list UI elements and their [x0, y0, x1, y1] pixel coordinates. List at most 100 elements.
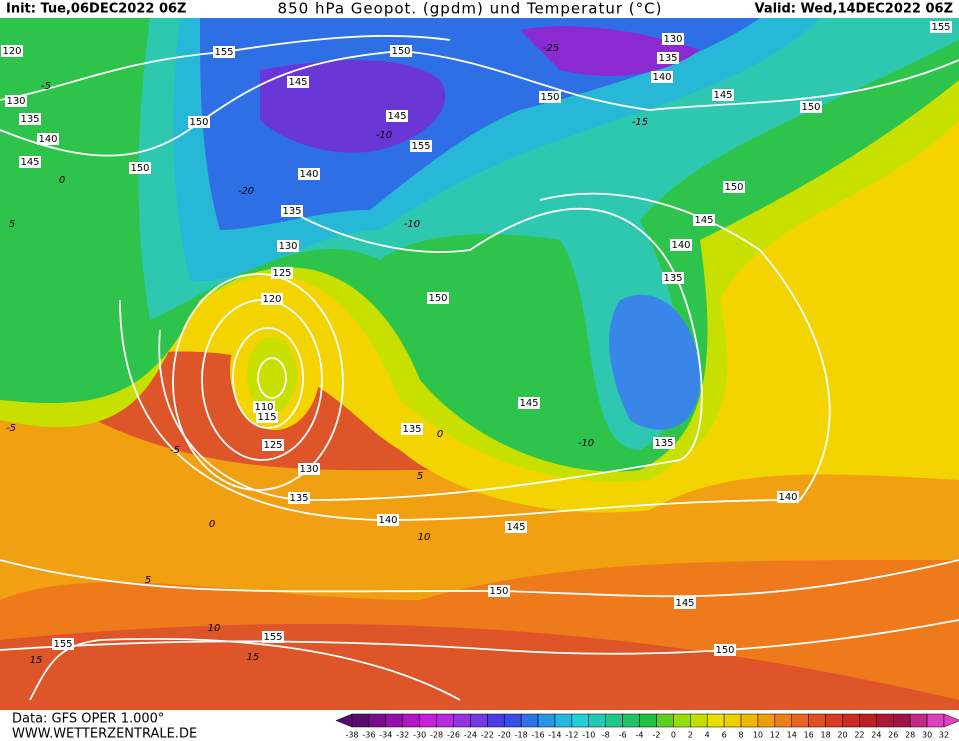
geopotential-label: 120 — [262, 294, 281, 305]
geopotential-label: 140 — [38, 134, 57, 145]
label-box — [5, 95, 27, 107]
geopotential-label: 145 — [675, 598, 694, 609]
label-box — [657, 52, 679, 64]
colorbar-tick-label: -24 — [464, 731, 477, 740]
colorbar-segment — [791, 713, 809, 728]
colorbar-tick-label: -38 — [345, 731, 358, 740]
temperature-label: 10 — [208, 623, 221, 634]
geopotential-label: 135 — [282, 206, 301, 217]
geopotential-label: 140 — [652, 72, 671, 83]
init-time: Init: Tue,06DEC2022 06Z — [6, 2, 186, 17]
label-box — [518, 397, 540, 409]
label-box — [651, 71, 673, 83]
label-box — [52, 638, 74, 650]
colorbar-segment — [588, 713, 606, 728]
colorbar-tick-label: -34 — [379, 731, 392, 740]
colorbar-tick-label: 6 — [722, 731, 727, 740]
label-box — [777, 491, 799, 503]
colorbar-segment — [520, 713, 539, 728]
colorbar-segment — [774, 713, 793, 728]
geopotential-label: 120 — [2, 46, 21, 57]
geopotential-label: 155 — [411, 141, 430, 152]
geopotential-label: 155 — [931, 22, 950, 33]
label-box — [188, 116, 210, 128]
colorbar-segment — [757, 713, 776, 728]
colorbar-segment — [673, 713, 691, 728]
colorbar-segment — [605, 713, 623, 728]
label-box — [723, 181, 745, 193]
colorbar-arrow — [943, 713, 959, 728]
label-box — [287, 76, 309, 88]
label-box — [261, 293, 283, 305]
geopotential-label: 135 — [658, 53, 677, 64]
label-box — [271, 267, 293, 279]
colorbar-tick-label: 24 — [871, 731, 881, 740]
label-box — [262, 631, 284, 643]
temperature-label: 0 — [437, 429, 443, 440]
geopotential-label: 140 — [299, 169, 318, 180]
label-box — [800, 101, 822, 113]
colorbar-tick-label: 4 — [705, 731, 710, 740]
colorbar-tick-label: 28 — [905, 731, 915, 740]
colorbar-segment — [706, 713, 725, 728]
temperature-field — [0, 18, 959, 710]
label-box — [662, 33, 684, 45]
geopotential-label: 145 — [694, 215, 713, 226]
colorbar-tick-label: -28 — [430, 731, 443, 740]
geopotential-label: 145 — [20, 157, 39, 168]
colorbar-tick-label: -6 — [619, 731, 627, 740]
temperature-label: 0 — [59, 175, 65, 186]
label-box — [488, 585, 510, 597]
colorbar-segment — [825, 713, 843, 728]
temperature-label: -5 — [6, 423, 16, 434]
label-box — [256, 411, 278, 423]
geopotential-label: 140 — [378, 515, 397, 526]
label-box — [37, 133, 59, 145]
geopotential-label: 145 — [713, 90, 732, 101]
colorbar-tick-label: -12 — [565, 731, 578, 740]
label-box — [674, 597, 696, 609]
colorbar-segment — [385, 713, 403, 728]
colorbar-segment — [453, 713, 471, 728]
label-box — [539, 91, 561, 103]
temperature-label: 5 — [9, 219, 15, 230]
geopotential-label: 145 — [387, 111, 406, 122]
label-box — [410, 140, 432, 152]
colorbar-segment — [571, 713, 590, 728]
label-box — [213, 46, 235, 58]
colorbar-tick-label: -22 — [481, 731, 494, 740]
temperature-label: -25 — [543, 43, 559, 54]
label-box — [129, 162, 151, 174]
colorbar-tick-label: -20 — [498, 731, 511, 740]
geopotential-label: 150 — [540, 92, 559, 103]
colorbar-tick-label: 12 — [770, 731, 780, 740]
label-box — [930, 21, 952, 33]
label-box — [298, 168, 320, 180]
colorbar-tick-label: 26 — [888, 731, 898, 740]
label-box — [505, 521, 527, 533]
geopotential-label: 140 — [671, 240, 690, 251]
colorbar-tick-label: 32 — [939, 731, 949, 740]
geopotential-label: 135 — [663, 273, 682, 284]
geopotential-label: 150 — [724, 182, 743, 193]
label-box — [288, 492, 310, 504]
colorbar-segment — [554, 713, 573, 728]
geopotential-label: 150 — [428, 293, 447, 304]
label-box — [386, 110, 408, 122]
colorbar-tick-label: 10 — [753, 731, 763, 740]
label-box — [390, 45, 412, 57]
geopotential-label: 145 — [519, 398, 538, 409]
colorbar-tick-label: 22 — [854, 731, 864, 740]
temperature-label: -15 — [632, 117, 648, 128]
label-box — [377, 514, 399, 526]
colorbar-tick-label: -10 — [582, 731, 595, 740]
colorbar-tick-label: -32 — [396, 731, 409, 740]
colorbar-segment — [503, 713, 522, 728]
colorbar-segment — [842, 713, 860, 728]
temperature-label: -5 — [170, 445, 180, 456]
geopotential-label: 135 — [289, 493, 308, 504]
label-box — [262, 439, 284, 451]
temperature-label: 5 — [417, 471, 423, 482]
geopotential-label: 155 — [214, 47, 233, 58]
geopotential-label: 130 — [299, 464, 318, 475]
